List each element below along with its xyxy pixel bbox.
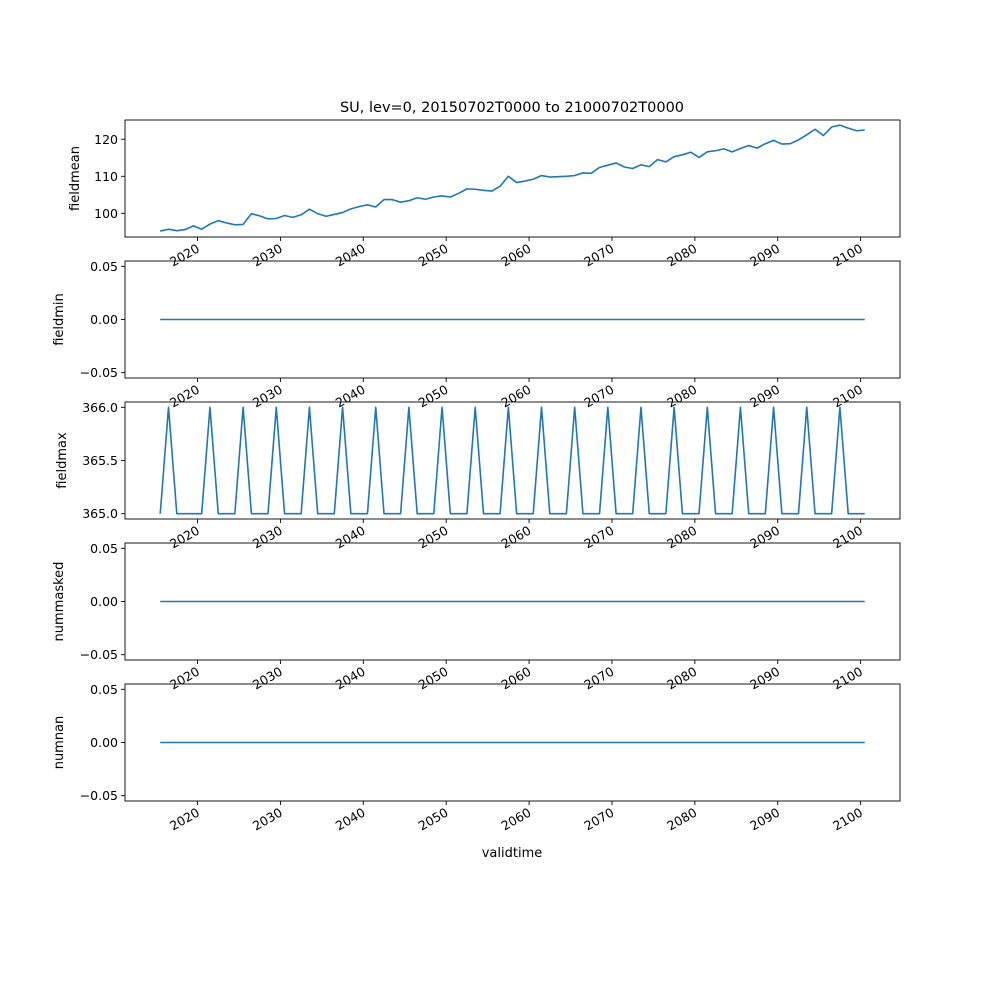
y-axis-label: nummasked xyxy=(52,562,67,642)
y-tick-label: 0.05 xyxy=(90,682,118,697)
y-axis-label: fieldmin xyxy=(52,293,67,346)
y-tick-label: 366.0 xyxy=(82,400,118,415)
y-tick-label: 0.05 xyxy=(90,259,118,274)
series-line-fieldmean xyxy=(160,124,865,232)
y-tick-label: −0.05 xyxy=(80,647,118,662)
y-tick-label: 0.05 xyxy=(90,541,118,556)
y-tick-label: 365.5 xyxy=(82,453,118,468)
y-tick-label: −0.05 xyxy=(80,365,118,380)
y-tick-label: 110 xyxy=(94,169,118,184)
y-axis-label: numnan xyxy=(52,716,67,770)
series-line-fieldmax xyxy=(159,406,865,515)
plot-frame xyxy=(124,119,901,238)
y-axis-label: fieldmean xyxy=(68,146,83,211)
y-tick-label: 0.00 xyxy=(90,594,118,609)
y-tick-label: 120 xyxy=(94,132,118,147)
x-axis-label: validtime xyxy=(482,846,543,861)
y-tick-label: 0.00 xyxy=(90,735,118,750)
y-tick-label: −0.05 xyxy=(80,788,118,803)
y-tick-label: 100 xyxy=(94,206,118,221)
y-tick-label: 365.0 xyxy=(82,506,118,521)
y-axis-label: fieldmax xyxy=(55,432,70,489)
figure-title: SU, lev=0, 20150702T0000 to 21000702T000… xyxy=(340,100,684,116)
y-tick-label: 0.00 xyxy=(90,312,118,327)
